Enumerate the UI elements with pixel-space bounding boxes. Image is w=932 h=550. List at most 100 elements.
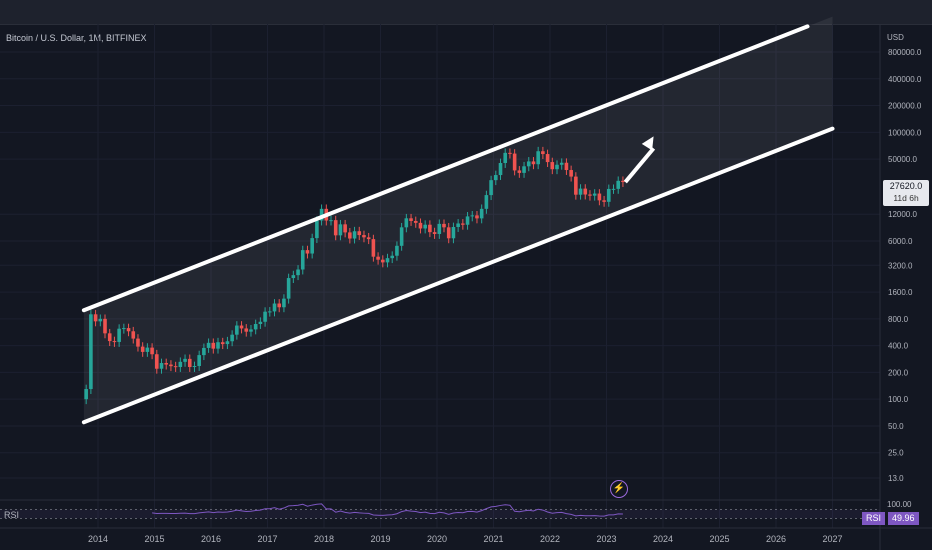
candle — [442, 223, 446, 228]
candle — [545, 154, 550, 163]
candle — [338, 224, 343, 236]
candle — [602, 200, 606, 202]
candle — [300, 250, 305, 270]
candle — [559, 162, 564, 165]
candle — [541, 151, 545, 155]
candle — [329, 220, 333, 222]
candle — [112, 341, 117, 343]
channel-lower-line — [81, 126, 835, 425]
price-tick-label: 800000.0 — [888, 48, 922, 57]
candle — [183, 358, 187, 362]
price-axis: 800000.0 400000.0 200000.0 100000.0 50000.0 1… — [888, 48, 922, 483]
candle — [564, 162, 569, 171]
time-tick-label: 2014 — [88, 534, 108, 544]
candle — [494, 175, 498, 181]
top-toolbar — [0, 0, 932, 25]
price-tick-label: 3200.0 — [888, 261, 913, 270]
candle — [155, 354, 159, 369]
candle — [150, 347, 154, 355]
price-tick-label: 13.0 — [888, 474, 904, 483]
price-tick-label: 1600.0 — [888, 288, 913, 297]
candle — [465, 216, 470, 225]
candles — [84, 146, 625, 405]
candle — [437, 223, 442, 234]
candle — [588, 194, 592, 196]
candle — [574, 176, 578, 195]
candle — [173, 366, 178, 368]
candle — [536, 151, 540, 165]
time-tick-label: 2022 — [540, 534, 560, 544]
candle — [376, 256, 380, 260]
candle — [526, 161, 531, 167]
candle — [395, 245, 399, 256]
price-tick-label: 800.0 — [888, 315, 909, 324]
rsi-line — [152, 503, 623, 517]
time-tick-label: 2019 — [370, 534, 390, 544]
candle — [126, 328, 131, 332]
bar-countdown: 11d 6h — [893, 193, 919, 203]
candle — [522, 166, 526, 173]
arrow-head — [641, 136, 654, 151]
rsi-tag-name: RSI — [862, 512, 886, 525]
currency-label: USD — [887, 33, 904, 42]
candle — [446, 227, 451, 239]
candle — [117, 328, 121, 342]
candle — [230, 334, 234, 342]
candle — [192, 366, 197, 368]
price-tick-label: 200.0 — [888, 368, 909, 377]
candle — [169, 364, 173, 367]
candle — [216, 342, 220, 349]
rsi-pane-label[interactable]: RSI — [4, 510, 20, 520]
time-tick-label: 2025 — [709, 534, 729, 544]
candle — [616, 180, 621, 189]
price-tick-label: 200000.0 — [888, 102, 922, 111]
arrow-shaft — [623, 147, 656, 184]
candle — [366, 237, 371, 240]
channel-upper-line — [81, 24, 810, 313]
price-tick-label: 50000.0 — [888, 155, 917, 164]
candle — [220, 342, 225, 345]
candle — [211, 342, 216, 349]
candle — [592, 193, 597, 196]
candle — [352, 231, 357, 239]
candle — [597, 193, 602, 201]
candle — [122, 328, 126, 330]
candle — [385, 258, 390, 263]
time-tick-label: 2026 — [766, 534, 786, 544]
candle — [140, 346, 145, 352]
candle — [333, 220, 338, 236]
candle — [286, 278, 291, 299]
candle — [206, 342, 211, 348]
candle — [583, 188, 588, 195]
price-tick-label: 100000.0 — [888, 128, 922, 137]
candle — [145, 347, 150, 352]
candle — [202, 347, 206, 356]
candle — [159, 363, 164, 369]
candle — [611, 188, 616, 190]
candle — [282, 298, 286, 308]
projection-arrow — [623, 136, 656, 184]
candle — [89, 314, 93, 390]
time-tick-label: 2021 — [483, 534, 503, 544]
candle — [399, 227, 404, 246]
lightning-icon[interactable]: ⚡ — [610, 480, 628, 498]
candle — [432, 232, 437, 234]
candle — [456, 223, 460, 228]
price-tick-label: 50.0 — [888, 422, 904, 431]
candle — [277, 303, 282, 308]
price-tick-label: 25.0 — [888, 449, 904, 458]
candle — [348, 232, 352, 239]
candle — [484, 195, 489, 209]
candle — [531, 161, 536, 165]
candle — [164, 363, 169, 365]
time-tick-label: 2016 — [201, 534, 221, 544]
candle — [404, 218, 409, 228]
candle — [197, 355, 201, 367]
price-tick-label: 12000.0 — [888, 210, 917, 219]
candle — [390, 255, 395, 259]
rsi-value-tag: RSI 49.96 — [862, 512, 919, 525]
candle — [235, 325, 239, 335]
candle — [296, 269, 300, 276]
